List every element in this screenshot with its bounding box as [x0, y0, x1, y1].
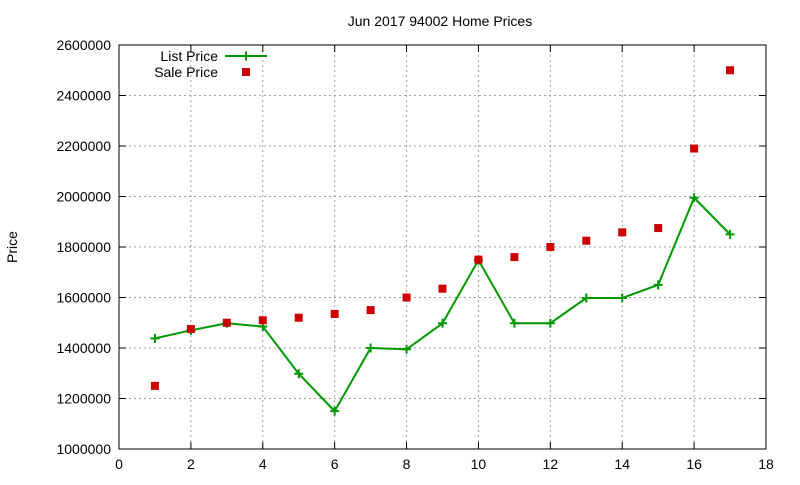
list-price-point [545, 318, 555, 328]
y-axis-label: Price [4, 231, 20, 263]
list-price-point [402, 344, 412, 354]
series-sale-price [150, 66, 735, 390]
list-price-point [581, 293, 591, 303]
x-tick-label: 14 [614, 456, 630, 472]
legend-label: Sale Price [154, 64, 218, 80]
list-price-point [617, 293, 627, 303]
list-price-point [294, 369, 304, 379]
y-tick-label: 1400000 [56, 340, 111, 356]
list-price-point [366, 343, 376, 353]
legend-plus-swatch [241, 51, 251, 61]
sale-price-point [258, 316, 267, 325]
y-tick-label: 2200000 [56, 138, 111, 154]
y-tick-label: 1000000 [56, 441, 111, 457]
y-tick-label: 2600000 [56, 37, 111, 53]
sale-price-point [726, 66, 735, 75]
y-tick-label: 2400000 [56, 88, 111, 104]
sale-price-point [474, 255, 483, 264]
sale-price-point [438, 284, 447, 293]
list-price-point [689, 193, 699, 203]
legend-entry: List Price [160, 48, 267, 64]
list-price-point [725, 229, 735, 239]
sale-price-point [546, 243, 555, 251]
sale-price-point [294, 313, 303, 322]
sale-price-point [150, 381, 159, 390]
sale-price-point [618, 228, 627, 237]
y-tick-label: 1200000 [56, 391, 111, 407]
sale-price-point [186, 325, 195, 334]
y-tick-label: 2000000 [56, 189, 111, 205]
x-tick-label: 8 [403, 456, 411, 472]
sale-price-point [330, 309, 339, 318]
x-tick-label: 6 [331, 456, 339, 472]
axis-ticks: 0 2 4 6 8 10 12 14 16 18 1000000 1200000 1400000 1600… [56, 37, 774, 472]
y-tick-label: 1800000 [56, 239, 111, 255]
x-tick-label: 12 [543, 456, 559, 472]
series [150, 66, 735, 416]
sale-price-point [222, 318, 231, 327]
grid [119, 45, 766, 449]
legend-square-swatch [242, 68, 250, 76]
x-tick-label: 18 [758, 456, 774, 472]
list-price-point [330, 406, 340, 416]
sale-price-point [582, 236, 591, 245]
chart-title: Jun 2017 94002 Home Prices [348, 13, 532, 29]
sale-price-point [402, 293, 411, 302]
sale-price-point [654, 224, 663, 233]
sale-price-point [366, 306, 375, 315]
x-tick-label: 10 [471, 456, 487, 472]
list-price-point [653, 280, 663, 290]
list-price-point [438, 318, 447, 328]
plot-frame [118, 44, 767, 450]
list-price-point [150, 333, 160, 343]
legend-entry: Sale Price [154, 64, 250, 80]
x-tick-label: 0 [115, 456, 123, 472]
x-tick-label: 16 [686, 456, 702, 472]
x-tick-label: 2 [187, 456, 195, 472]
list-price-line [154, 196, 731, 413]
y-tick-label: 1600000 [56, 290, 111, 306]
x-tick-label: 4 [259, 456, 267, 472]
list-price-point [509, 318, 519, 328]
sale-price-point [690, 144, 699, 153]
sale-price-point [510, 253, 519, 262]
legend-label: List Price [160, 48, 218, 64]
series-list-price [150, 193, 735, 416]
